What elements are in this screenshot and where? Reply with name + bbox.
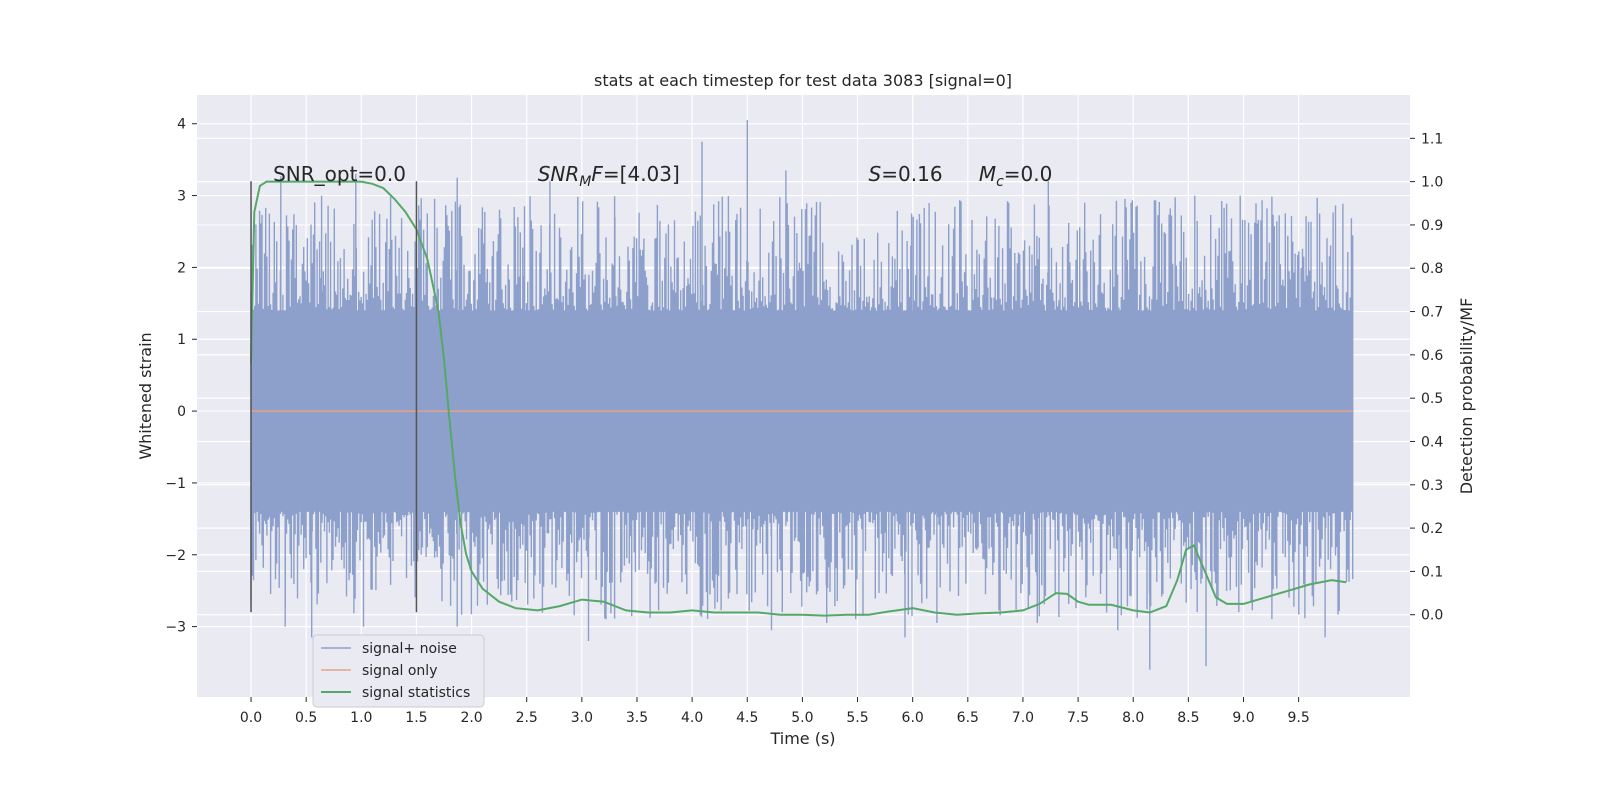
- y2-tick-label: 1.1: [1421, 131, 1443, 147]
- statistics-series: [250, 180, 1347, 617]
- y2-tick-label: 0.9: [1421, 218, 1443, 234]
- x-tick-label: 9.0: [1232, 710, 1254, 726]
- annotation-subscript: M: [579, 174, 591, 190]
- x-tick-label: 4.5: [736, 710, 758, 726]
- legend-label: signal+ noise: [362, 641, 457, 657]
- vertical-markers: [250, 181, 418, 613]
- x-tick-label: 6.0: [902, 710, 924, 726]
- x-tick-label: 1.0: [350, 710, 372, 726]
- y-tick-label: 2: [177, 260, 186, 276]
- annotation-value: =0.16: [881, 162, 942, 186]
- annotation-snr_opt: SNR_opt=0.0: [273, 162, 406, 186]
- x-tick-label: 0.5: [295, 710, 317, 726]
- annotation-value: F=[4.03]: [591, 162, 679, 186]
- x-axis-label: Time (s): [769, 729, 835, 748]
- x-tick-label: 7.5: [1067, 710, 1089, 726]
- y-tick-label: −2: [165, 548, 186, 564]
- y-tick-label: −3: [165, 620, 186, 636]
- annotation-symbol: S: [869, 162, 882, 186]
- x-tick-label: 0.0: [240, 710, 262, 726]
- y-tick-label: 4: [177, 117, 186, 133]
- y2-tick-label: 0.6: [1421, 348, 1443, 364]
- annotation-s_stat: S=0.16: [869, 162, 943, 186]
- y2-tick-label: 0.7: [1421, 305, 1443, 321]
- chart-title: stats at each timestep for test data 308…: [594, 71, 1012, 90]
- x-tick-label: 8.5: [1177, 710, 1199, 726]
- y2-tick-label: 0.5: [1421, 391, 1443, 407]
- y2-tick-label: 1.0: [1421, 175, 1443, 191]
- legend-box: [312, 634, 485, 708]
- y2-tick-label: 0.2: [1421, 521, 1443, 537]
- y-tick-label: 3: [177, 189, 186, 205]
- x-tick-label: 3.0: [571, 710, 593, 726]
- x-tick-label: 7.0: [1012, 710, 1034, 726]
- y2-tick-label: 0.8: [1421, 261, 1443, 277]
- annotation-symbol: M: [979, 162, 996, 186]
- annotation-mc_stat: Mc=0.0: [979, 162, 1053, 190]
- annotation-symbol: SNR: [538, 162, 580, 186]
- annotation-value: =0.0: [1004, 162, 1053, 186]
- y-tick-label: 0: [177, 404, 186, 420]
- legend: signal+ noise signal only signal statistic…: [312, 634, 485, 708]
- y2-tick-label: 0.4: [1421, 434, 1443, 450]
- legend-label: signal statistics: [362, 685, 470, 701]
- signal-statistics-line: [250, 180, 1347, 617]
- x-tick-label: 3.5: [626, 710, 648, 726]
- annotations: SNR_opt=0.0 SNRMF=[4.03] S=0.16 Mc=0.0: [273, 162, 1052, 190]
- legend-label: signal only: [362, 663, 437, 679]
- x-tick-label: 6.5: [957, 710, 979, 726]
- x-tick-label: 4.0: [681, 710, 703, 726]
- annotation-symbol: F: [591, 162, 603, 186]
- y2-tick-label: 0.0: [1421, 608, 1443, 624]
- y-tick-label: 1: [177, 332, 186, 348]
- x-tick-label: 8.0: [1122, 710, 1144, 726]
- y-tick-label: −1: [165, 476, 186, 492]
- y2-tick-label: 0.1: [1421, 564, 1443, 580]
- x-tick-label: 2.0: [460, 710, 482, 726]
- x-tick-label: 5.0: [791, 710, 813, 726]
- annotation-snr_mf: SNRMF=[4.03]: [538, 162, 680, 190]
- y2-axis-label: Detection probability/MF: [1457, 298, 1476, 495]
- y-axis-label: Whitened strain: [136, 332, 155, 459]
- annotation-subscript: c: [996, 174, 1004, 190]
- axes: 0.0 0.5 1.0 1.5 2.0 2.5 3.0 3.5 4.0 4.5 5.0 5.5 6.0 6…: [165, 117, 1443, 726]
- annotation-number: =[4.03]: [603, 162, 680, 186]
- x-tick-label: 5.5: [846, 710, 868, 726]
- x-tick-label: 2.5: [516, 710, 538, 726]
- x-tick-label: 1.5: [405, 710, 427, 726]
- y2-tick-label: 0.3: [1421, 478, 1443, 494]
- x-tick-label: 9.5: [1287, 710, 1309, 726]
